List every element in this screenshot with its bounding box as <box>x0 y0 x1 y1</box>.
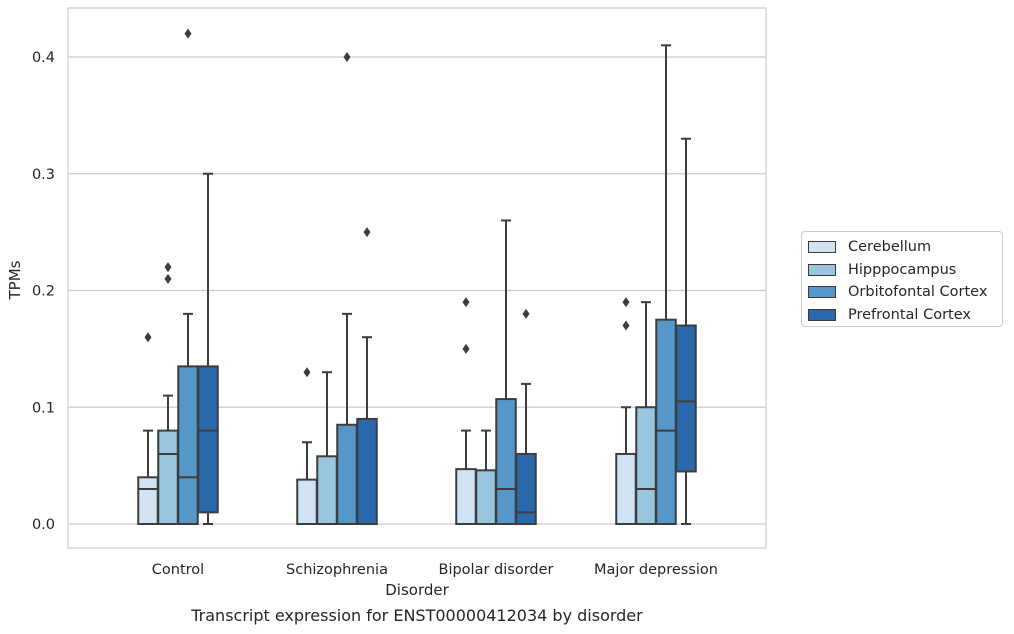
box-1-1 <box>316 371 338 525</box>
plot-frame <box>67 7 767 549</box>
box-body <box>137 476 159 525</box>
box-1-3 <box>356 227 378 525</box>
box-body <box>197 365 219 514</box>
box-3-1 <box>635 301 657 525</box>
x-tick-label: Major depression <box>594 562 718 578</box>
box-1-0 <box>296 367 318 526</box>
outlier-point <box>164 273 172 284</box>
box-0-1 <box>157 262 179 526</box>
y-tick-label: 0.4 <box>32 50 55 66</box>
outlier-point <box>363 227 371 238</box>
legend-item: Orbitofontal Cortex <box>808 281 1002 304</box>
box-3-0 <box>615 297 637 526</box>
box-0-3 <box>197 172 219 525</box>
legend-swatch <box>808 308 836 321</box>
box-2-2 <box>495 219 517 526</box>
box-1-2 <box>336 52 358 526</box>
y-tick-label: 0.2 <box>32 284 55 300</box>
box-body <box>635 406 657 525</box>
box-0-2 <box>177 28 199 526</box>
box-2-3 <box>515 308 537 526</box>
box-body <box>157 429 179 526</box>
box-body <box>615 452 637 526</box>
legend-label: Orbitofontal Cortex <box>848 284 988 301</box>
legend-label: Prefrontal Cortex <box>848 306 971 323</box>
y-axis-label: TPMs <box>6 260 24 300</box>
box-body <box>316 455 338 525</box>
box-body <box>455 468 477 526</box>
x-tick-label: Schizophrenia <box>286 562 388 578</box>
box-3-3 <box>675 137 697 525</box>
box-3-2 <box>655 44 677 525</box>
box-body <box>177 365 199 526</box>
legend-item: Prefrontal Cortex <box>808 304 1002 327</box>
box-body <box>655 318 677 525</box>
outlier-point <box>303 367 311 378</box>
x-tick-labels: Control Schizophrenia Bipolar disorder Majo… <box>152 562 718 578</box>
outlier-point <box>343 52 351 62</box>
legend-label: Cerebellum <box>848 239 932 256</box>
box-body <box>356 417 378 525</box>
outlier-point <box>462 297 470 308</box>
box-body <box>675 324 697 473</box>
box-0-0 <box>137 332 159 525</box>
box-groups <box>137 28 697 526</box>
x-axis-label: Disorder <box>385 581 449 599</box>
box-2-0 <box>455 297 477 526</box>
x-tick-label: Bipolar disorder <box>439 562 554 578</box>
legend-item: Cerebellum <box>808 236 1002 259</box>
y-tick-label: 0.0 <box>32 517 55 533</box>
box-body <box>336 423 358 526</box>
box-2-1 <box>475 429 497 526</box>
legend-label: Hipppocampus <box>848 261 957 278</box>
legend-item: Hipppocampus <box>808 259 1002 282</box>
outlier-point <box>622 297 630 308</box>
legend-swatch <box>808 286 836 299</box>
y-tick-labels: 0.0 0.1 0.2 0.3 0.4 <box>32 50 55 533</box>
legend-swatch <box>808 263 836 276</box>
box-body <box>475 469 497 526</box>
box-body <box>515 452 537 526</box>
outlier-point <box>522 308 530 319</box>
box-body <box>495 398 517 526</box>
outlier-point <box>184 28 192 39</box>
figure-caption: Transcript expression for ENST0000041203… <box>191 606 643 625</box>
y-tick-label: 0.1 <box>32 400 55 416</box>
legend: Cerebellum Hipppocampus Orbitofontal Corte… <box>801 231 1003 327</box>
outlier-point <box>622 320 630 331</box>
box-body <box>296 478 318 526</box>
outlier-point <box>164 262 172 273</box>
legend-swatch <box>808 241 836 254</box>
outlier-point <box>462 343 470 354</box>
y-tick-label: 0.3 <box>32 167 55 183</box>
x-tick-label: Control <box>152 562 204 578</box>
outlier-point <box>144 332 152 343</box>
